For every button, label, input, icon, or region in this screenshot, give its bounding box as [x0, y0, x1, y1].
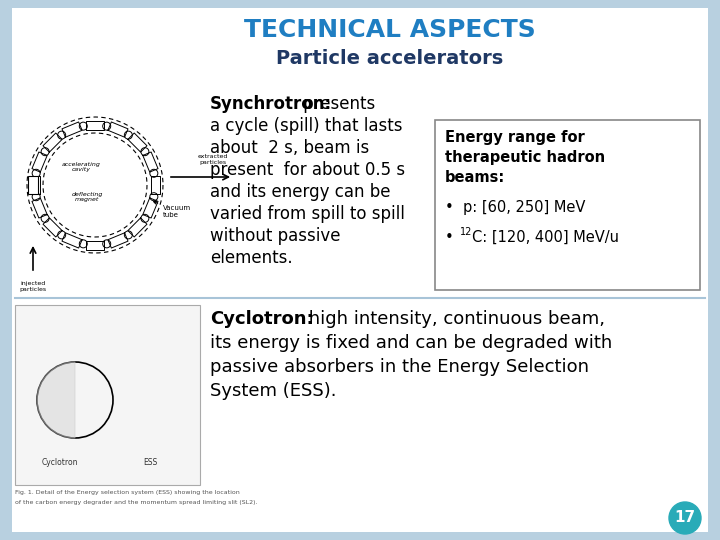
FancyBboxPatch shape [435, 120, 700, 290]
Text: beams:: beams: [445, 170, 505, 185]
Text: TECHNICAL ASPECTS: TECHNICAL ASPECTS [244, 18, 536, 42]
Text: extracted
particles: extracted particles [198, 154, 228, 165]
Circle shape [32, 170, 40, 177]
Circle shape [58, 131, 66, 139]
Text: deflecting
magnet: deflecting magnet [71, 192, 103, 202]
Polygon shape [32, 198, 48, 218]
Circle shape [79, 240, 87, 248]
FancyBboxPatch shape [0, 0, 720, 8]
Circle shape [125, 131, 132, 139]
Text: elements.: elements. [210, 249, 292, 267]
Polygon shape [30, 176, 40, 194]
Circle shape [125, 231, 132, 239]
Text: about  2 s, beam is: about 2 s, beam is [210, 139, 369, 157]
Circle shape [32, 193, 40, 201]
Text: •: • [445, 230, 463, 245]
Circle shape [41, 147, 49, 156]
Polygon shape [128, 218, 147, 237]
Text: Fig. 1. Detail of the Energy selection system (ESS) showing the location: Fig. 1. Detail of the Energy selection s… [15, 490, 240, 495]
Text: Cyclotron:: Cyclotron: [210, 310, 314, 328]
FancyBboxPatch shape [0, 0, 12, 540]
Text: presents: presents [298, 95, 375, 113]
Text: injected
particles: injected particles [19, 281, 47, 292]
Polygon shape [143, 198, 158, 218]
Polygon shape [86, 240, 104, 249]
Text: •  p: [60, 250] MeV: • p: [60, 250] MeV [445, 200, 585, 215]
Text: C: [120, 400] MeV/u: C: [120, 400] MeV/u [472, 230, 619, 245]
Bar [28, 176, 38, 194]
Text: of the carbon energy degrader and the momentum spread limiting slit (SL2).: of the carbon energy degrader and the mo… [15, 500, 258, 505]
Text: varied from spill to spill: varied from spill to spill [210, 205, 405, 223]
FancyBboxPatch shape [708, 0, 720, 540]
Text: ESS: ESS [143, 458, 157, 467]
Text: therapeutic hadron: therapeutic hadron [445, 150, 605, 165]
Text: 17: 17 [675, 510, 696, 525]
Text: without passive: without passive [210, 227, 341, 245]
Polygon shape [43, 218, 62, 237]
Polygon shape [143, 152, 158, 172]
Circle shape [103, 122, 111, 130]
Circle shape [669, 502, 701, 534]
Text: accelerating
cavity: accelerating cavity [62, 161, 100, 172]
Text: Energy range for: Energy range for [445, 130, 585, 145]
Circle shape [79, 122, 87, 130]
Polygon shape [86, 120, 104, 130]
Circle shape [150, 170, 158, 177]
FancyBboxPatch shape [0, 532, 720, 540]
Polygon shape [108, 233, 128, 248]
Text: Cyclotron: Cyclotron [42, 458, 78, 467]
Text: Vacuum
tube: Vacuum tube [153, 201, 191, 218]
Circle shape [103, 240, 111, 248]
Polygon shape [32, 152, 48, 172]
Text: a cycle (spill) that lasts: a cycle (spill) that lasts [210, 117, 402, 135]
Polygon shape [43, 133, 62, 152]
Text: Synchrotron:: Synchrotron: [210, 95, 332, 113]
Circle shape [150, 193, 158, 201]
Polygon shape [62, 233, 82, 248]
Text: and its energy can be: and its energy can be [210, 183, 390, 201]
Text: System (ESS).: System (ESS). [210, 382, 336, 400]
Text: its energy is fixed and can be degraded with: its energy is fixed and can be degraded … [210, 334, 612, 352]
Text: 12: 12 [460, 227, 472, 237]
Polygon shape [108, 122, 128, 137]
Text: Particle accelerators: Particle accelerators [276, 49, 503, 68]
Circle shape [58, 231, 66, 239]
Polygon shape [150, 176, 160, 194]
Text: passive absorbers in the Energy Selection: passive absorbers in the Energy Selectio… [210, 358, 589, 376]
Circle shape [141, 147, 149, 156]
Circle shape [41, 214, 49, 222]
Polygon shape [37, 362, 75, 438]
Polygon shape [62, 122, 82, 137]
Polygon shape [128, 133, 147, 152]
Circle shape [141, 214, 149, 222]
Text: high intensity, continuous beam,: high intensity, continuous beam, [303, 310, 605, 328]
FancyBboxPatch shape [15, 305, 200, 485]
Text: present  for about 0.5 s: present for about 0.5 s [210, 161, 405, 179]
